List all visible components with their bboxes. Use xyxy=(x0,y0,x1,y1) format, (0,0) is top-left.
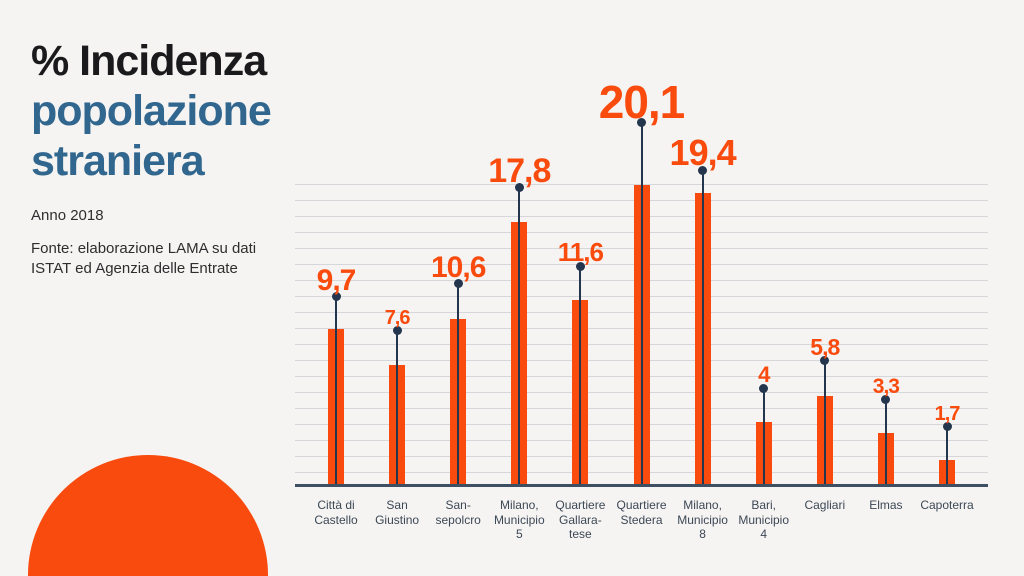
category-label-line: 4 xyxy=(760,527,768,541)
pin-line xyxy=(518,187,521,485)
category-label: Milano, Municipio 5 xyxy=(474,498,564,542)
category-label-line: Città di xyxy=(317,498,355,512)
category-label: Elmas xyxy=(841,498,931,513)
pin-dot xyxy=(881,394,891,404)
bar-value-label: 17,8 xyxy=(488,151,551,190)
bar-value-label: 20,1 xyxy=(598,76,686,129)
category-label-line: tese xyxy=(569,527,592,541)
category-label: San-sepolcro xyxy=(413,498,503,527)
pin-dot xyxy=(942,421,952,431)
category-label-line: 8 xyxy=(699,527,706,541)
category-label-line: Quartiere xyxy=(616,498,667,512)
category-label: Quartiere Gallara-tese xyxy=(535,498,625,542)
category-label-line: Bari, xyxy=(751,498,777,512)
pin-dot xyxy=(820,355,830,365)
bar-value-label: 5,8 xyxy=(810,333,840,360)
category-label-line: Municipio xyxy=(677,512,728,527)
pin-dot xyxy=(575,261,585,271)
category-label-line: Cagliari xyxy=(804,498,846,512)
pin-dot xyxy=(453,278,463,288)
source-line-2: ISTAT ed Agenzia delle Entrate xyxy=(31,260,238,277)
pin-line xyxy=(884,399,887,485)
category-label: Cagliari xyxy=(780,498,870,513)
pin-line xyxy=(701,170,704,485)
pin-dot xyxy=(759,383,769,393)
source-note: Fonte: elaborazione LAMA su dati ISTAT e… xyxy=(31,239,256,279)
bar-value-label: 10,6 xyxy=(430,251,486,284)
pin-dot xyxy=(331,291,341,301)
pin-dot xyxy=(698,165,708,175)
category-label-line: San xyxy=(386,498,408,512)
pin-line xyxy=(823,360,826,485)
category-label: Bari, Municipio 4 xyxy=(719,498,809,542)
category-label-line: Quartiere xyxy=(555,498,606,512)
category-label-line: Milano, xyxy=(499,498,539,512)
bar-value-label: 1,7 xyxy=(934,403,961,425)
category-label: Milano, Municipio 8 xyxy=(658,498,748,542)
bar-value-label: 11,6 xyxy=(557,237,604,268)
category-label-line: sepolcro xyxy=(435,512,481,527)
pin-dot xyxy=(392,325,402,335)
category-label: San Giustino xyxy=(352,498,442,527)
title-line-blue-1: popolazione xyxy=(31,87,272,135)
pin-dot xyxy=(514,182,524,192)
year-subtitle: Anno 2018 xyxy=(31,207,104,224)
category-label-line: Castello xyxy=(314,512,358,527)
bar-value-label: 4 xyxy=(758,362,770,388)
category-label-line: 5 xyxy=(515,527,523,541)
pin-line xyxy=(946,426,948,485)
category-label-line: San- xyxy=(445,498,471,512)
source-line-1: Fonte: elaborazione LAMA su dati xyxy=(31,240,257,257)
category-label-line: Elmas xyxy=(869,498,903,512)
category-label-line: Gallara- xyxy=(559,512,602,527)
title-line-blue-2: straniera xyxy=(31,137,205,185)
x-axis-line xyxy=(295,484,988,487)
bar-value-label: 19,4 xyxy=(669,132,737,174)
category-label-line: Giustino xyxy=(375,512,420,527)
pin-line xyxy=(457,283,460,485)
category-label: Quartiere Stedera xyxy=(597,498,687,527)
category-label-line: Stedera xyxy=(620,512,663,527)
category-label: Città di Castello xyxy=(291,498,381,527)
page-title: % Incidenza popolazione straniera xyxy=(31,36,272,186)
category-label-line: Capoterra xyxy=(920,498,974,512)
category-label: Capoterra xyxy=(902,498,992,513)
bar-value-label: 9,7 xyxy=(316,264,357,297)
category-label-line: Municipio xyxy=(738,512,790,527)
pin-line xyxy=(762,388,765,485)
pin-line xyxy=(396,330,399,485)
title-line-black: % Incidenza xyxy=(31,37,267,85)
pin-dot xyxy=(637,117,646,127)
bar-value-label: 7,6 xyxy=(384,307,411,329)
category-label-line: Municipio xyxy=(493,512,545,527)
category-label-line: Milano, xyxy=(683,498,722,512)
pin-line xyxy=(640,122,643,485)
pin-line xyxy=(579,266,582,485)
bar-value-label: 3,3 xyxy=(872,375,900,399)
pin-line xyxy=(335,296,337,485)
